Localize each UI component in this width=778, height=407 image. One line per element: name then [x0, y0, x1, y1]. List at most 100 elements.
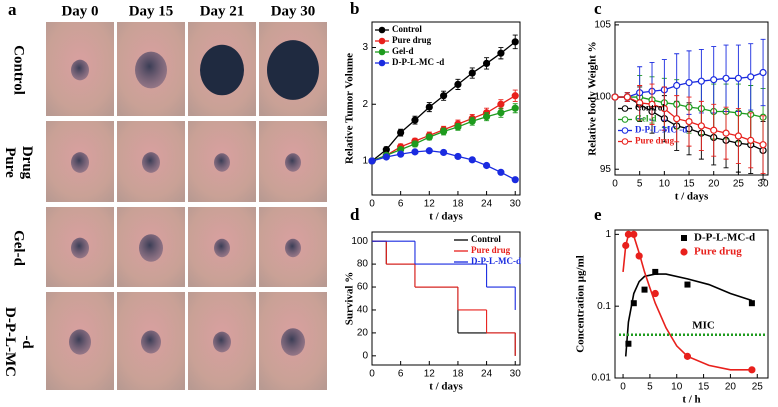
y-tick-label: 105	[594, 20, 611, 31]
y-tick-label: 20	[357, 328, 369, 339]
point	[710, 126, 718, 134]
point	[635, 252, 643, 260]
point	[454, 80, 462, 88]
y-axis-label: Relative body Weight %	[587, 41, 599, 155]
y-tick-label: 0.01	[592, 373, 612, 384]
x-tick-label: 0	[369, 369, 375, 380]
legend-marker	[621, 105, 629, 112]
panel-label: d	[350, 205, 360, 224]
point	[630, 230, 638, 238]
point	[411, 140, 419, 148]
legend-label: Control	[635, 103, 665, 113]
point	[683, 352, 692, 360]
point	[685, 79, 693, 87]
y-tick-label: 80	[357, 259, 369, 270]
point	[497, 49, 505, 57]
point	[511, 176, 519, 184]
column-header: Day 15	[129, 3, 174, 19]
tumor	[213, 331, 231, 353]
point	[759, 68, 767, 77]
point	[684, 281, 691, 288]
tumor	[139, 234, 163, 262]
row-label: Pure	[2, 147, 18, 178]
point	[748, 300, 755, 307]
x-tick-label: 12	[424, 369, 436, 380]
point	[636, 99, 644, 107]
y-tick-label: 60	[357, 282, 369, 293]
point	[482, 113, 491, 121]
point	[425, 133, 433, 141]
y-tick-label: 100	[594, 92, 611, 103]
legend-label: Pure drug	[694, 246, 742, 258]
tumor	[71, 237, 89, 259]
x-axis-label: t / days	[429, 381, 463, 393]
y-tick-label: 1	[605, 229, 611, 240]
row-label: -d	[19, 335, 35, 349]
legend-label: Pure drug	[471, 245, 511, 255]
panel-label: b	[350, 0, 359, 18]
legend-label: D-P-L-MC -d	[635, 125, 687, 135]
panel-label: a	[8, 0, 17, 19]
column-header: Day 0	[61, 3, 98, 19]
point	[411, 116, 419, 124]
y-axis-label: Survival %	[344, 272, 356, 325]
point	[397, 129, 405, 137]
tumor	[71, 59, 89, 81]
column-header: Day 21	[200, 3, 245, 19]
point	[630, 300, 637, 307]
reference-label: MIC	[692, 319, 715, 331]
y-tick-label: 40	[357, 305, 369, 316]
x-axis-label: t / h	[682, 394, 700, 406]
point	[411, 148, 419, 156]
point	[685, 117, 693, 126]
x-tick-label: 20	[708, 179, 720, 190]
legend-label: Pure drug	[392, 35, 432, 45]
tumor	[267, 40, 319, 100]
legend-label: D-P-L-MC-d	[471, 256, 521, 266]
x-tick-label: 0	[369, 199, 375, 210]
legend-label: D-P-L-MC -d	[392, 57, 444, 67]
x-tick-label: 18	[452, 199, 464, 210]
legend-marker	[681, 235, 687, 241]
y-axis-label: Relative Tumor Volume	[344, 53, 356, 164]
plot-frame	[371, 21, 521, 196]
point	[722, 74, 730, 82]
legend-marker	[621, 116, 629, 123]
tumor	[71, 152, 89, 173]
x-tick-label: 5	[637, 179, 643, 190]
x-tick-label: 30	[510, 199, 522, 210]
legend-marker	[378, 37, 386, 45]
point	[759, 141, 767, 149]
x-axis-label: t / days	[675, 191, 709, 203]
point	[497, 109, 505, 117]
point	[468, 156, 476, 164]
legend-label: Pure drug	[635, 136, 675, 146]
legend-label: D-P-L-MC-d	[694, 232, 755, 244]
x-tick-label: 6	[398, 369, 404, 380]
y-tick-label: 3	[362, 42, 368, 53]
point	[722, 129, 730, 137]
tumor	[200, 44, 244, 96]
point	[697, 77, 705, 85]
point	[734, 74, 742, 82]
point	[468, 117, 476, 125]
column-header: Day 30	[271, 3, 316, 19]
x-tick-label: 0	[620, 382, 626, 393]
point	[425, 103, 433, 111]
x-tick-label: 0	[612, 179, 618, 190]
row-label: Gel-d	[11, 230, 27, 266]
point	[368, 157, 376, 165]
x-axis-label: t / days	[429, 211, 463, 223]
x-tick-label: 30	[758, 179, 770, 190]
x-tick-label: 10	[659, 179, 671, 190]
point	[511, 38, 519, 46]
legend-marker	[378, 26, 386, 34]
point	[652, 268, 659, 275]
tumor	[69, 329, 91, 355]
panel-label: c	[594, 0, 602, 18]
legend-marker	[378, 59, 386, 67]
point	[748, 366, 756, 374]
point	[511, 104, 519, 112]
point	[511, 92, 519, 100]
